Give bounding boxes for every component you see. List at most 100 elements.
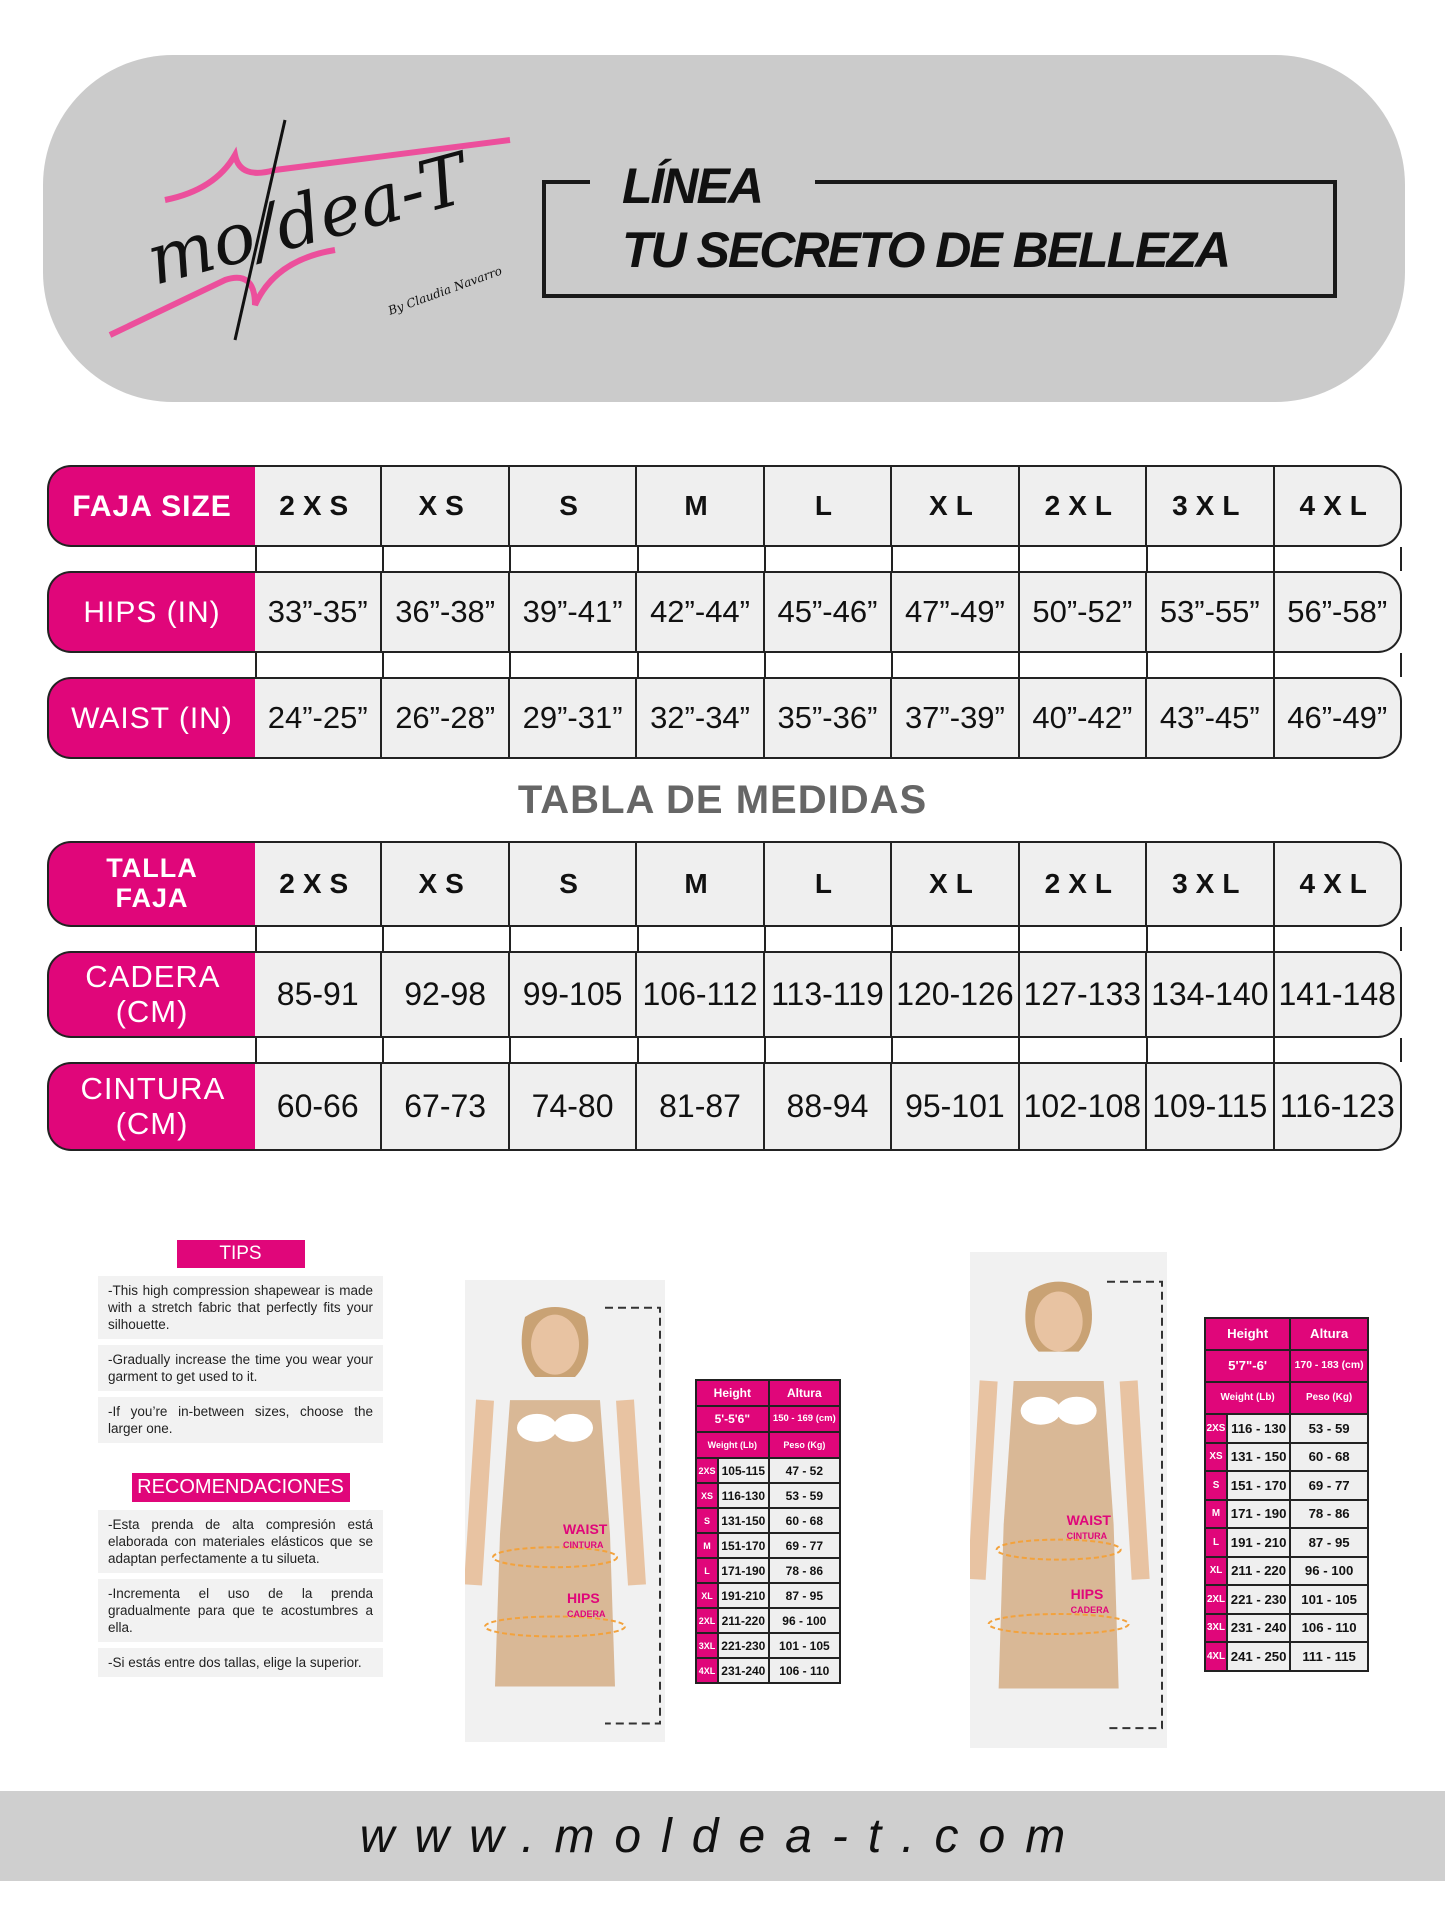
table-row: FAJA SIZE 2XS XS S M L XL 2XL 3XL 4XL <box>47 465 1402 547</box>
header-cell: 5'7"-6' <box>1203 1349 1292 1383</box>
size-cell: 2XL <box>695 1607 719 1634</box>
table-row: WAIST (IN) 24”-25” 26”-28” 29”-31” 32”-34” 35… <box>47 677 1402 759</box>
tip-item: -This high compression shapewear is made… <box>98 1276 383 1339</box>
weight-cell: 131 - 150 <box>1225 1441 1292 1472</box>
size-cell: 2XS <box>1204 1413 1228 1444</box>
weight-table-short: Height Altura 5'-5'6" 150 - 169 (cm) Weight … <box>695 1379 842 1684</box>
spacer-cell <box>1272 547 1402 571</box>
size-cell: S <box>1204 1470 1228 1501</box>
size-cell: XS <box>1204 1441 1228 1472</box>
weight-cell: 69 - 77 <box>767 1532 842 1559</box>
weight-cell: 69 - 77 <box>1289 1470 1369 1501</box>
size-cell: S <box>509 465 638 547</box>
section-title: TABLA DE MEDIDAS <box>517 778 928 822</box>
measure-cell: 113-119 <box>764 951 893 1038</box>
spacer-cell <box>1272 927 1402 951</box>
spacer-cell <box>891 653 1019 677</box>
cadera-label: CADERA <box>567 1609 606 1619</box>
measure-cell: 109-115 <box>1147 1062 1275 1151</box>
spacer-cell <box>763 653 892 677</box>
measure-cell: 74-80 <box>509 1062 638 1151</box>
weight-cell: 171-190 <box>717 1557 770 1584</box>
spacer-cell <box>509 547 637 571</box>
weight-cell: 221-230 <box>717 1632 770 1659</box>
weight-cell: 47 - 52 <box>767 1457 842 1484</box>
row-label: TALLA FAJA <box>47 841 255 927</box>
tips-title: TIPS <box>176 1240 305 1268</box>
measure-cell: 60-66 <box>255 1062 383 1151</box>
spacer-cell <box>509 1038 637 1062</box>
spacer-cell <box>636 547 764 571</box>
size-cell: XL <box>695 1582 719 1609</box>
footer-url[interactable]: www.moldea-t.com <box>0 1791 1445 1881</box>
row-spacer <box>47 927 1402 951</box>
weight-cell: 60 - 68 <box>767 1507 842 1534</box>
spacer-cell <box>255 547 383 571</box>
weight-table-tall: Height Altura 5'7"-6' 170 - 183 (cm) Weight … <box>1203 1317 1369 1672</box>
spacer-cell <box>763 927 892 951</box>
size-cell: 4XL <box>695 1657 719 1684</box>
header-cell: Height <box>695 1379 770 1407</box>
spacer <box>47 653 255 677</box>
hips-line <box>987 1613 1130 1635</box>
tip-item: -Gradually increase the time you wear yo… <box>98 1345 383 1391</box>
measure-cell: 127-133 <box>1019 951 1148 1038</box>
waist-label: WAIST <box>563 1521 608 1537</box>
header-cell: Height <box>1203 1317 1292 1351</box>
svg-text:mo/dea-T: mo/dea-T <box>138 136 480 301</box>
spacer-cell <box>1272 1038 1402 1062</box>
header-cell: Peso (Kg) <box>767 1431 842 1459</box>
spacer-cell <box>509 927 637 951</box>
spacer-cell <box>1018 653 1146 677</box>
tagline-line2: TU SECRETO DE BELLEZA <box>622 222 1231 278</box>
shapewear <box>998 1380 1119 1689</box>
row-label: FAJA SIZE <box>47 465 255 547</box>
weight-cell: 191-210 <box>717 1582 770 1609</box>
size-cell: 3XL <box>1147 841 1275 927</box>
size-cell: 2XL <box>1019 465 1148 547</box>
head <box>531 1314 579 1375</box>
weight-cell: 111 - 115 <box>1289 1641 1369 1672</box>
measure-cell: 39”-41” <box>509 571 638 653</box>
size-cell: 4XL <box>1274 465 1402 547</box>
model-photo: WAIST CINTURA HIPS CADERA <box>967 1252 1167 1748</box>
spacer-cell <box>1272 653 1402 677</box>
bra <box>1056 1396 1097 1425</box>
weight-cell: 131-150 <box>717 1507 770 1534</box>
cintura-label: CINTURA <box>1067 1531 1108 1541</box>
recs-title: RECOMENDACIONES <box>131 1473 350 1502</box>
measure-cell: 85-91 <box>255 951 383 1038</box>
spacer <box>47 927 255 951</box>
measure-cell: 45”-46” <box>764 571 893 653</box>
weight-cell: 78 - 86 <box>767 1557 842 1584</box>
measure-cell: 120-126 <box>892 951 1020 1038</box>
measure-cell: 24”-25” <box>255 677 383 759</box>
weight-cell: 105-115 <box>717 1457 770 1484</box>
size-cell: 3XL <box>1204 1612 1228 1643</box>
size-cell: S <box>509 841 638 927</box>
hips-label: HIPS <box>567 1590 600 1606</box>
weight-cell: 87 - 95 <box>1289 1527 1369 1558</box>
size-cell: XS <box>382 841 510 927</box>
size-cell: 2XL <box>1019 841 1148 927</box>
spacer-cell <box>1145 1038 1273 1062</box>
spacer-cell <box>382 1038 510 1062</box>
hips-label: HIPS <box>1071 1586 1104 1602</box>
size-cell: L <box>695 1557 719 1584</box>
measure-cell: 36”-38” <box>382 571 510 653</box>
waist-line <box>995 1538 1122 1561</box>
measure-cell: 29”-31” <box>509 677 638 759</box>
measure-cell: 46”-49” <box>1274 677 1402 759</box>
spacer-cell <box>636 927 764 951</box>
measure-cell: 99-105 <box>509 951 638 1038</box>
row-spacer <box>47 653 1402 677</box>
weight-cell: 96 - 100 <box>1289 1555 1369 1586</box>
tagline-frame <box>815 180 1337 184</box>
size-table-inches: FAJA SIZE 2XS XS S M L XL 2XL 3XL 4XL HIPS (IN) 33”… <box>47 465 1402 759</box>
spacer-cell <box>636 653 764 677</box>
table-row: HIPS (IN) 33”-35” 36”-38” 39”-41” 42”-44” 45”… <box>47 571 1402 653</box>
bra <box>517 1413 557 1442</box>
measure-cell: 42”-44” <box>637 571 765 653</box>
hips-line <box>484 1615 626 1638</box>
spacer-cell <box>1145 927 1273 951</box>
